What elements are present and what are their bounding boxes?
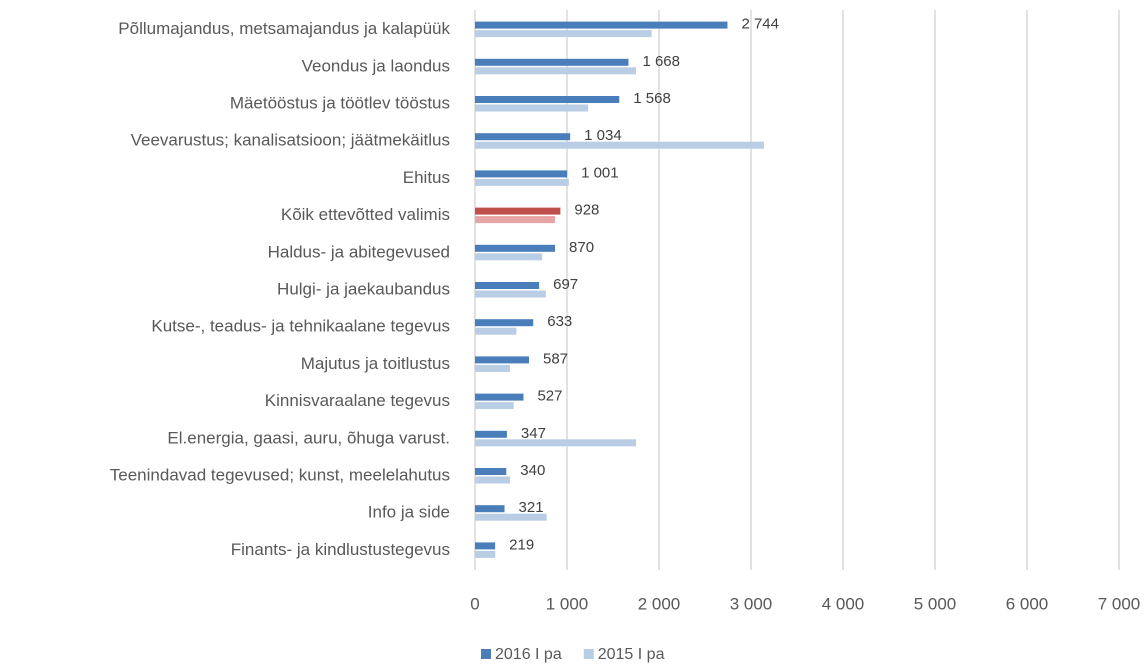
bar xyxy=(475,327,517,335)
category-label: Mäetööstus ja töötlev tööstus xyxy=(230,93,450,112)
bar xyxy=(475,141,764,149)
category-label: Kinnisvaraalane tegevus xyxy=(265,391,450,410)
bar xyxy=(475,30,652,38)
x-tick-label: 5 000 xyxy=(914,594,957,613)
value-label: 870 xyxy=(569,239,594,256)
value-label: 697 xyxy=(553,276,578,293)
category-label: El.energia, gaasi, auru, õhuga varust. xyxy=(167,428,450,447)
x-tick-label: 3 000 xyxy=(730,594,773,613)
value-label: 321 xyxy=(519,499,544,516)
bar xyxy=(475,468,507,475)
bar xyxy=(475,513,547,521)
bar xyxy=(475,216,556,224)
value-label: 1 668 xyxy=(642,53,680,70)
x-tick-label: 6 000 xyxy=(1006,594,1049,613)
legend-swatch xyxy=(583,649,594,659)
bar xyxy=(475,96,620,103)
bar xyxy=(475,476,510,484)
value-label: 2 744 xyxy=(741,16,779,33)
bar xyxy=(475,356,530,364)
bar xyxy=(475,393,524,401)
bar xyxy=(475,550,496,558)
bar xyxy=(475,21,728,29)
bar xyxy=(475,178,569,186)
legend-label: 2015 I pa xyxy=(598,646,665,663)
value-label: 1 568 xyxy=(633,90,671,107)
category-label: Teenindavad tegevused; kunst, meelelahut… xyxy=(110,465,450,484)
value-label: 340 xyxy=(520,462,545,479)
bar xyxy=(475,402,514,410)
value-label: 347 xyxy=(521,425,546,442)
bar xyxy=(475,505,505,513)
bar xyxy=(475,67,636,75)
bar xyxy=(475,133,571,141)
category-label: Hulgi- ja jaekaubandus xyxy=(277,279,450,298)
value-label: 1 001 xyxy=(581,164,619,181)
category-label: Kutse-, teadus- ja tehnikaalane tegevus xyxy=(151,317,450,336)
category-label: Põllumajandus, metsamajandus ja kalapüük xyxy=(118,19,450,38)
legend-label: 2016 I pa xyxy=(495,646,562,663)
category-label: Veevarustus; kanalisatsioon; jäätmekäitl… xyxy=(131,131,450,150)
bar xyxy=(475,290,546,298)
legend-swatch xyxy=(481,649,491,659)
bar xyxy=(475,542,496,550)
bar xyxy=(475,364,510,372)
category-label: Ehitus xyxy=(403,168,450,187)
bar xyxy=(475,282,540,289)
bar xyxy=(475,430,507,438)
bar xyxy=(475,207,561,215)
category-label: Veondus ja laondus xyxy=(302,56,450,75)
x-tick-label: 7 000 xyxy=(1098,594,1141,613)
x-tick-label: 2 000 xyxy=(638,594,681,613)
value-label: 587 xyxy=(543,350,568,367)
x-tick-label: 0 xyxy=(470,594,479,613)
bar xyxy=(475,319,534,327)
category-label: Haldus- ja abitegevused xyxy=(268,242,450,261)
bar xyxy=(475,439,636,447)
value-label: 527 xyxy=(537,388,562,405)
bar xyxy=(475,104,589,112)
bar xyxy=(475,253,543,261)
category-label: Info ja side xyxy=(368,503,450,522)
bar xyxy=(475,170,568,178)
value-label: 219 xyxy=(509,536,534,553)
value-label: 928 xyxy=(574,202,599,219)
bar xyxy=(475,58,629,66)
x-tick-label: 4 000 xyxy=(822,594,865,613)
value-label: 1 034 xyxy=(584,127,622,144)
value-label: 633 xyxy=(547,313,572,330)
category-label: Majutus ja toitlustus xyxy=(301,354,450,373)
category-label: Kõik ettevõtted valimis xyxy=(281,205,450,224)
category-label: Finants- ja kindlustustegevus xyxy=(231,540,450,559)
x-tick-label: 1 000 xyxy=(546,594,589,613)
bar xyxy=(475,244,556,252)
